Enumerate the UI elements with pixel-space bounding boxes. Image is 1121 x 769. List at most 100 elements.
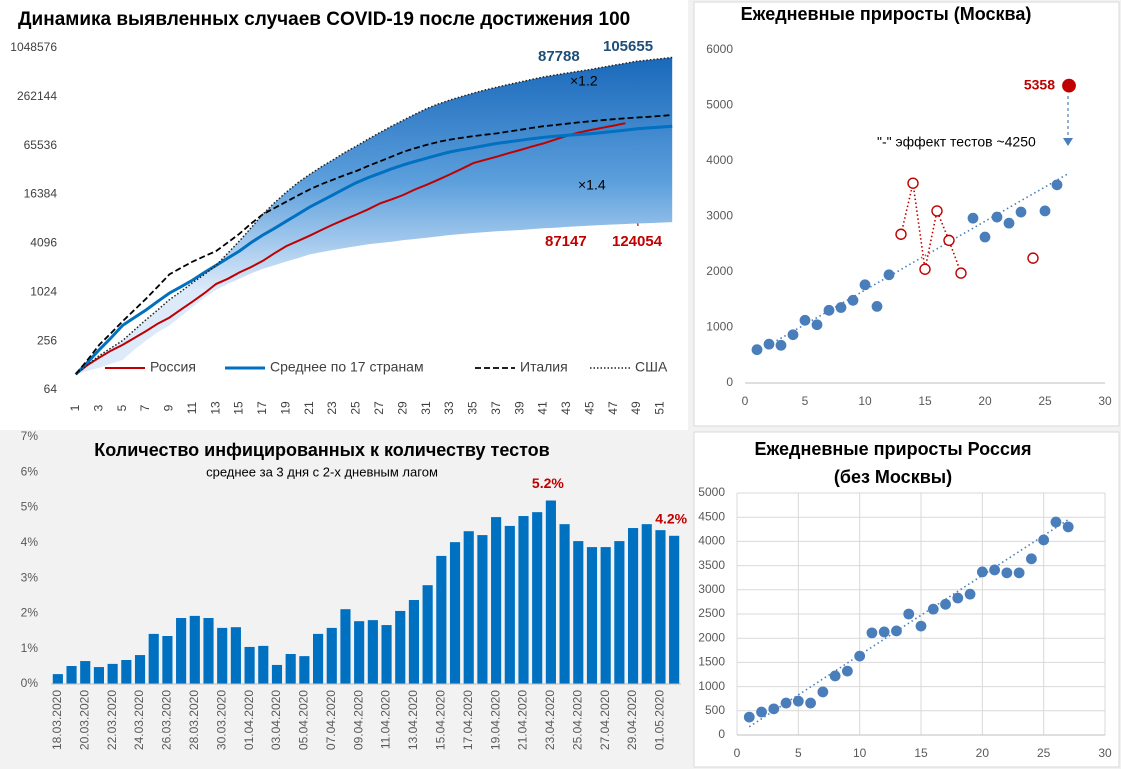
x-tick-label: 15 [914,746,928,760]
point [927,603,939,615]
bar [121,660,132,684]
x-tick-label: 7 [138,404,152,411]
point [768,703,780,715]
x-tick-label: 24.03.2020 [132,690,146,750]
point [955,267,967,279]
x-tick-label: 45 [582,401,596,415]
chart-title: Динамика выявленных случаев COVID-19 пос… [18,9,630,30]
x-tick-label: 30 [1098,394,1112,408]
bar [545,500,556,684]
y-tick-label: 5000 [698,485,725,499]
x-tick-label: 47 [606,401,620,415]
point [1062,78,1076,93]
x-tick-label: 03.04.2020 [269,690,283,750]
legend-label: Среднее по 17 странам [270,359,424,375]
x-tick-label: 27 [372,401,386,415]
point [780,697,792,709]
point [976,566,988,578]
point [943,234,955,247]
bar [491,517,502,684]
x-tick-label: 29 [395,401,409,415]
y-tick-label: 4% [21,535,39,549]
point [891,625,902,637]
point [866,627,878,639]
y-tick-label: 4096 [30,236,57,250]
y-tick-label: 256 [37,333,57,347]
band-area [75,57,673,375]
bar [244,646,255,684]
x-tick-label: 3 [91,404,105,411]
x-tick-label: 20 [976,746,990,760]
point [823,304,835,316]
bar [312,633,324,684]
y-tick-label: 5% [21,500,39,514]
bar [655,530,666,684]
x-tick-label: 29.04.2020 [625,690,639,750]
point [751,344,763,356]
x-tick-label: 01.05.2020 [653,690,667,750]
x-tick-label: 41 [536,401,550,415]
x-tick-label: 5 [795,746,802,760]
bar [52,674,63,684]
x-tick-label: 0 [734,746,741,760]
x-tick-label: 15 [918,394,932,408]
bar [93,667,105,684]
x-tick-label: 30.03.2020 [214,690,228,750]
x-tick-label: 0 [742,394,749,408]
bar [463,531,474,684]
y-tick-label: 3500 [698,558,725,572]
x-tick-label: 28.03.2020 [187,690,201,750]
x-tick-label: 21.04.2020 [516,690,530,750]
point [799,314,811,326]
chart-title: Ежедневные приросты (Москва) [741,4,1032,24]
x-tick-label: 5 [802,394,809,408]
bar [614,541,625,684]
bar [326,627,337,684]
point [842,665,853,677]
annotation: 105655 [603,38,653,55]
y-tick-label: 4000 [706,153,733,167]
point [1015,206,1027,218]
y-tick-label: 3000 [706,209,733,223]
point [835,302,847,313]
annotation: "-" эффект тестов ~4250 [877,134,1036,150]
data-label: 4.2% [655,511,687,527]
bar [203,618,214,684]
annotation: ×1.2 [570,73,598,89]
x-tick-label: 37 [489,401,503,415]
point [743,711,755,723]
point [952,592,964,604]
arrow-head [1063,138,1073,146]
y-tick-label: 64 [44,382,58,396]
legend-label: Россия [150,359,196,375]
bar [559,524,570,684]
bar [518,516,529,684]
y-tick-label: 16384 [24,187,58,201]
y-tick-label: 2% [21,606,39,620]
point [1003,217,1015,229]
bar [641,524,652,684]
point [919,263,931,275]
point [1051,179,1063,191]
series-line [75,122,626,376]
point [964,588,976,600]
point [979,231,991,243]
point [903,608,915,620]
x-tick-label: 15.04.2020 [433,690,447,750]
bar [285,654,296,684]
bar [422,585,433,684]
x-tick-label: 20 [978,394,992,408]
y-tick-label: 0 [718,727,725,741]
panel-tests [0,430,688,769]
point [805,697,816,709]
x-tick-label: 17 [255,401,269,415]
bar [66,666,77,684]
chart-subtitle: среднее за 3 дня с 2-х дневным лагом [206,464,438,479]
x-tick-label: 1 [68,404,82,411]
x-tick-label: 18.03.2020 [50,690,64,750]
y-tick-label: 1% [21,641,39,655]
point [847,294,859,306]
bar [573,541,584,684]
point [1026,553,1037,565]
